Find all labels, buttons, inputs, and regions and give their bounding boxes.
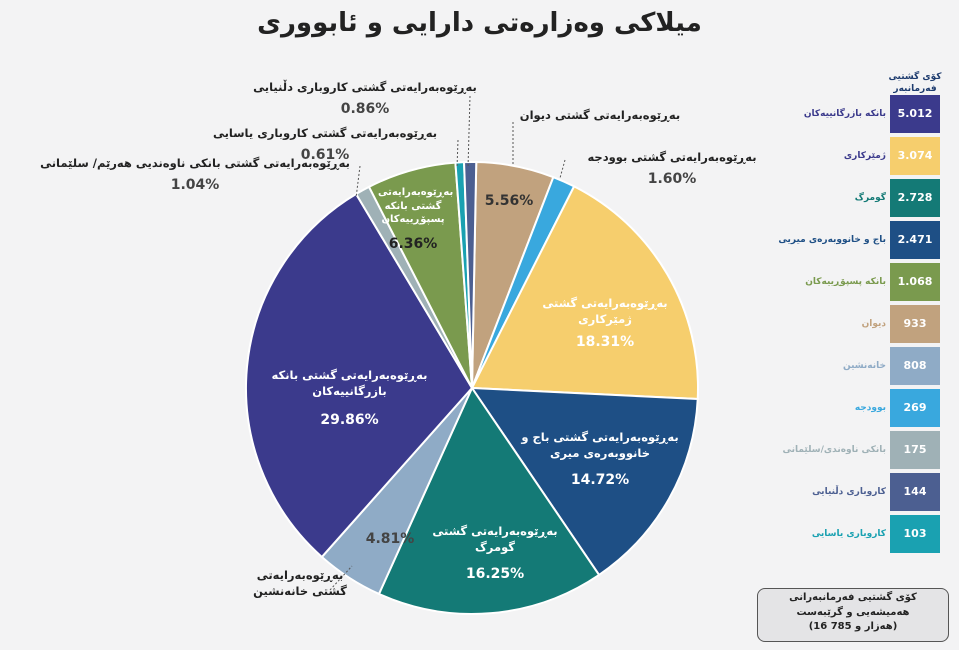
sidebar-header: کۆی گشتیی فەرمانبەر: [888, 72, 942, 94]
total-employees-box: کۆی گشتیی فەرمانبەرانی هەمیشەیی و گرێبەس…: [757, 588, 949, 642]
sidebar-row-label: گومرگ: [854, 193, 886, 203]
sidebar-row-value: 5.012: [890, 95, 940, 133]
sidebar-row: کاروباری یاسایی 103: [760, 515, 950, 553]
leader-line-1: [559, 159, 566, 179]
pie-slice-10: [463, 161, 478, 389]
sidebar-row: بوودجە 269: [760, 389, 950, 427]
pie-slice-3: [470, 386, 699, 577]
total-line-3: (16 هەزار و 785): [808, 621, 898, 632]
sidebar-row-value: 103: [890, 515, 940, 553]
label-central: بەڕێوەبەرایەتی گشتی بانکی ناوەندیی هەرێم…: [40, 156, 350, 193]
pct-pension: 4.81%: [365, 531, 415, 547]
sidebar-row-label: خانەنشین: [842, 361, 886, 371]
leader-line-2: [467, 95, 471, 169]
sidebar-row: دیوان 933: [760, 305, 950, 343]
label-pension: بەڕێوەبەرایەتی گشتی خانەنشین: [253, 568, 347, 598]
sidebar-row: بانکە پسپۆڕییەکان 1.068: [760, 263, 950, 301]
pie-slice-2: [470, 185, 699, 401]
label-tax: بەڕێوەبەرایەتی گشتی باج و خانووبەرەی میر…: [521, 430, 679, 489]
total-line-1: کۆی گشتیی فەرمانبەرانی: [789, 592, 917, 603]
sidebar-row-value: 2.471: [890, 221, 940, 259]
sidebar-row: خانەنشین 808: [760, 347, 950, 385]
label-legal: بەڕێوەبەرایەتی گشتی کاروباری یاسایی 0.61…: [212, 126, 438, 163]
sidebar-row-label: کاروباری یاسایی: [811, 529, 886, 539]
label-accounting: بەڕێوەبەرایەتی گشتی ژمێرکاری 18.31%: [542, 296, 668, 351]
label-insurance: بەڕێوەبەرایەتی گشتی کاروباری دڵنیایی 0.8…: [253, 80, 477, 117]
sidebar-row-label: بوودجە: [854, 403, 886, 413]
pie-slice-6: [245, 192, 474, 559]
sidebar-row-label: بانکە بازرگانییەکان: [803, 109, 886, 119]
sidebar-row-value: 1.068: [890, 263, 940, 301]
pct-diwan: 5.56%: [484, 193, 534, 209]
sidebar-row-label: دیوان: [861, 319, 886, 329]
sidebar-row: کاروباری دڵنیایی 144: [760, 473, 950, 511]
sidebar-row-value: 933: [890, 305, 940, 343]
sidebar-row-label: باج و خانووبەرەی میریی: [778, 235, 886, 245]
chart-title: میلاکی وەزارەتی دارایی و ئابووری: [257, 8, 702, 38]
sidebar-row: گومرگ 2.728: [760, 179, 950, 217]
pie-slice-4: [377, 385, 601, 615]
leader-line-5: [329, 565, 353, 591]
sidebar-row-value: 175: [890, 431, 940, 469]
sidebar-row: بانکە بازرگانییەکان 5.012: [760, 95, 950, 133]
sidebar-row-label: بانکی ناوەندی/سلێمانی: [782, 445, 887, 455]
sidebar-row-value: 2.728: [890, 179, 940, 217]
label-diwan: بەڕێوەبەرایەتی گشتی دیوان: [519, 108, 681, 122]
sidebar-row-value: 269: [890, 389, 940, 427]
sidebar-row-value: 144: [890, 473, 940, 511]
sidebar-row-label: کاروباری دڵنیایی: [812, 487, 886, 497]
sidebar-row-label: ژمێرکاری: [843, 151, 886, 161]
label-customs: بەڕێوەبەرایەتی گشتی گومرگ 16.25%: [432, 524, 558, 583]
total-line-2: هەمیشەیی و گرێبەست: [796, 606, 910, 618]
leader-line-3: [456, 139, 459, 169]
sidebar-row-value: 3.074: [890, 137, 940, 175]
leader-line-4: [355, 165, 361, 199]
label-specialized: بەڕێوەبەرایەتی گشتی بانکە پسپۆڕییەکان 6.…: [378, 187, 454, 252]
sidebar-row: ژمێرکاری 3.074: [760, 137, 950, 175]
sidebar-row: بانکی ناوەندی/سلێمانی 175: [760, 431, 950, 469]
label-commercial: بەڕێوەبەرایەتی گشتی بانکە بازرگانییەکان …: [271, 368, 428, 429]
label-budget: بەڕێوەبەرایەتی گشتی بوودجە 1.60%: [587, 150, 757, 187]
sidebar-row: باج و خانووبەرەی میریی 2.471: [760, 221, 950, 259]
sidebar-row-value: 808: [890, 347, 940, 385]
sidebar-row-label: بانکە پسپۆڕییەکان: [805, 277, 886, 287]
